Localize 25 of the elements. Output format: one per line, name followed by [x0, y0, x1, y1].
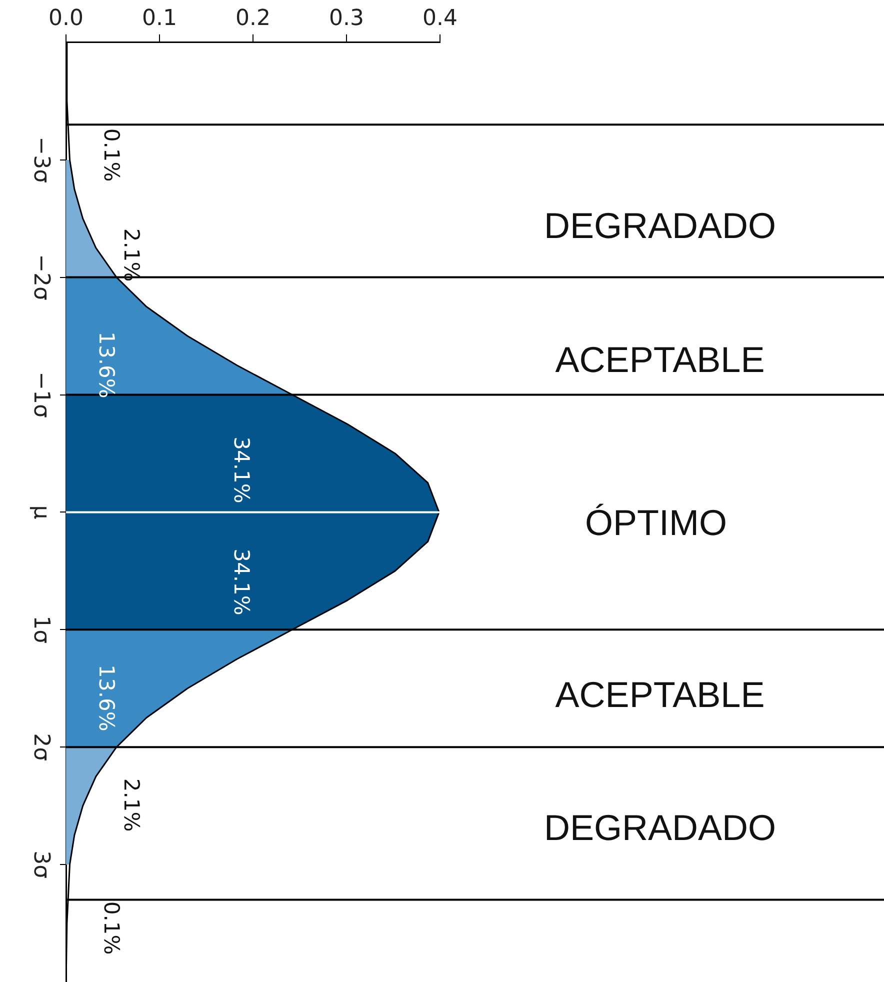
x-tick-label: 0.1 — [142, 6, 177, 31]
y-tick-label: 3σ — [28, 850, 54, 879]
text: ACEPTABLE — [555, 338, 765, 380]
annotation: 2.1% — [120, 228, 144, 282]
text: DEGRADADO — [544, 204, 776, 246]
annotation: 0.1% — [100, 901, 124, 955]
x-tick-label: 0.2 — [236, 6, 270, 31]
x-tick-label: 0.3 — [329, 6, 364, 31]
annotation: 2.1% — [120, 778, 144, 832]
annotation: 13.6% — [94, 664, 119, 732]
annotation: 13.6% — [94, 332, 119, 398]
annotation: 0.1% — [100, 128, 124, 182]
annotation: 34.1% — [230, 436, 254, 504]
text: DEGRADADO — [544, 806, 776, 848]
y-tick-label: 1σ — [28, 616, 54, 644]
y-tick-label: −1σ — [28, 372, 54, 418]
text: ACEPTABLE — [555, 674, 765, 715]
y-tick-label: −2σ — [28, 254, 54, 301]
y-tick-label: −3σ — [28, 136, 54, 184]
annotation: 34.1% — [230, 548, 254, 616]
x-tick-label: 0.4 — [422, 6, 458, 31]
y-tick-label: μ — [28, 505, 54, 520]
text: ÓPTIMO — [585, 502, 727, 543]
x-tick-label: 0.0 — [48, 6, 84, 31]
y-tick-label: 2σ — [28, 733, 54, 762]
